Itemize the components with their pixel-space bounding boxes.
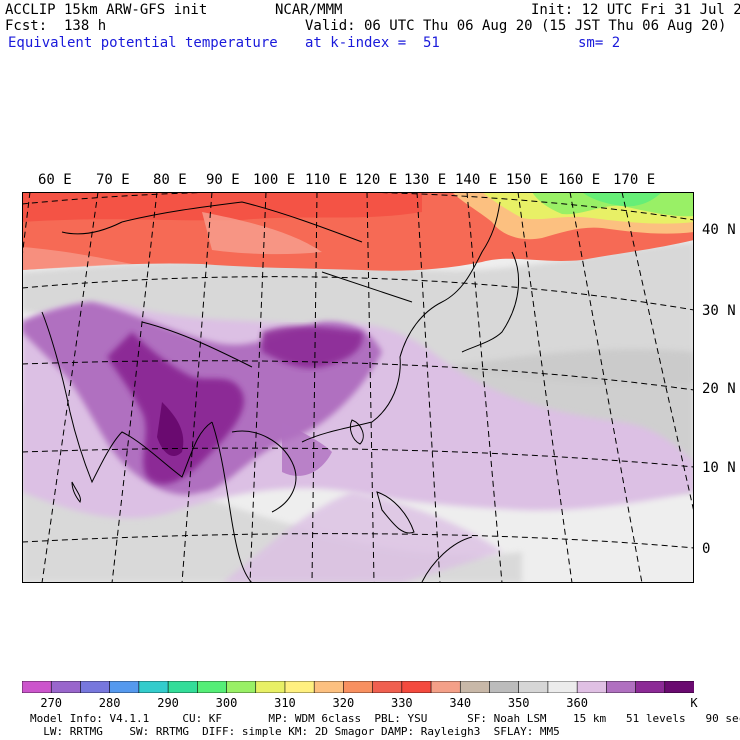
colorbar-swatch (80, 681, 111, 693)
colorbar-swatch (50, 681, 82, 693)
colorbar-swatch (197, 681, 228, 693)
colorbar-tick-label: 290 (157, 696, 179, 710)
lon-label: 170 E (613, 172, 656, 188)
forecast-hour: Fcst: 138 h (5, 18, 107, 34)
graticule (22, 192, 694, 583)
lat-label: 20 N (702, 381, 736, 397)
model-title: ACCLIP 15km ARW-GFS init (5, 2, 208, 18)
colorbar-swatch (459, 681, 491, 693)
colorbar-tick-label: 360 (566, 696, 588, 710)
colorbar-tick-label: 320 (332, 696, 355, 710)
colorbar-swatch (489, 681, 520, 693)
lon-label: 100 E (253, 172, 296, 188)
colorbar-swatch (635, 681, 666, 693)
colorbar-swatch (284, 681, 315, 693)
colorbar-tick-label: 310 (274, 696, 296, 710)
lat-label: 10 N (702, 460, 736, 476)
colorbar-swatch (226, 681, 257, 693)
model-info-line2: LW: RRTMG SW: RRTMG DIFF: simple KM: 2D … (30, 725, 560, 738)
colorbar-swatch (606, 681, 637, 693)
lon-label: 140 E (455, 172, 498, 188)
colorbar-tick-label: 270 (40, 696, 63, 710)
colorbar-unit: K (690, 696, 698, 710)
lon-label: 90 E (206, 172, 240, 188)
map-frame (22, 192, 694, 583)
colorbar-swatch (372, 681, 403, 693)
lat-label: 0 (702, 541, 711, 557)
colorbar-tick-label: 280 (98, 696, 121, 710)
colorbar (22, 681, 694, 693)
colorbar-swatch (255, 681, 286, 693)
colorbar-swatch (109, 681, 140, 693)
smoothing-label: sm= 2 (578, 35, 621, 51)
lon-label: 130 E (404, 172, 447, 188)
org-label: NCAR/MMM (275, 2, 343, 18)
field-shading (22, 192, 694, 583)
theta-e-map (22, 192, 694, 583)
colorbar-swatch (22, 681, 53, 693)
colorbar-swatch (664, 681, 694, 693)
colorbar-tick-label: 340 (449, 696, 472, 710)
lon-label: 110 E (305, 172, 348, 188)
colorbar-swatch (401, 681, 432, 693)
colorbar-swatch (167, 681, 199, 693)
lon-label: 80 E (153, 172, 187, 188)
model-info-line1: Model Info: V4.1.1 CU: KF MP: WDM 6class… (30, 712, 740, 725)
coastlines (41, 201, 520, 583)
lon-label: 60 E (38, 172, 72, 188)
colorbar-swatch (343, 681, 374, 693)
level-label: at k-index = 51 (305, 35, 440, 51)
colorbar-tick-label: 350 (507, 696, 530, 710)
colorbar-tick-label: 300 (215, 696, 238, 710)
colorbar-swatch (430, 681, 462, 693)
lon-label: 120 E (355, 172, 398, 188)
lon-label: 150 E (506, 172, 549, 188)
colorbar-swatch (138, 681, 169, 693)
lon-label: 70 E (96, 172, 130, 188)
colorbar-swatch (547, 681, 578, 693)
colorbar-tick-label: 330 (390, 696, 413, 710)
colorbar-swatch (576, 681, 608, 693)
init-time: Init: 12 UTC Fri 31 Jul 20 (531, 2, 740, 18)
lat-label: 30 N (702, 303, 736, 319)
colorbar-swatch (313, 681, 345, 693)
lat-label: 40 N (702, 222, 736, 238)
colorbar-swatch (518, 681, 549, 693)
lon-label: 160 E (558, 172, 601, 188)
valid-time: Valid: 06 UTC Thu 06 Aug 20 (15 JST Thu … (305, 18, 727, 34)
field-name: Equivalent potential temperature (8, 35, 278, 51)
